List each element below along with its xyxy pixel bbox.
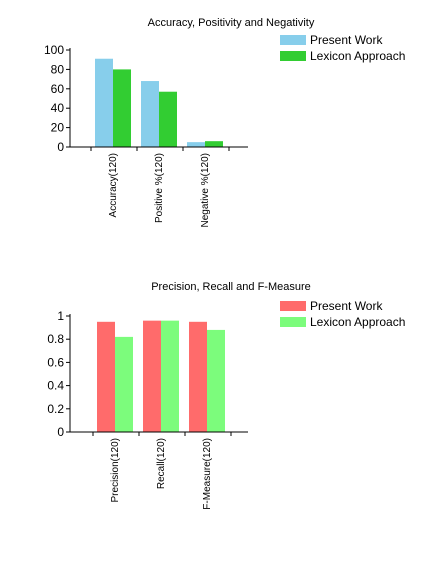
bar-lexicon-approach-3	[207, 329, 225, 432]
legend-swatch	[280, 317, 306, 327]
bar-present-work-2	[143, 320, 161, 432]
legend-label: Lexicon Approach	[310, 49, 405, 63]
y-tick-label: 0	[57, 140, 64, 154]
bar-present-work-3	[189, 321, 207, 432]
x-tick-label: Precision(120)	[110, 438, 121, 502]
y-tick-label: 60	[51, 82, 65, 96]
bar-present-work-1	[97, 321, 115, 432]
x-tick-label: F-Measure(120)	[202, 438, 213, 510]
bar-lexicon-approach-2	[161, 320, 179, 432]
legend-swatch	[280, 301, 306, 311]
y-tick-label: 40	[51, 101, 65, 115]
bar-lexicon-approach-1	[115, 336, 133, 432]
x-tick-label: Accuracy(120)	[108, 153, 119, 217]
y-tick-label: 0.6	[47, 355, 64, 369]
bar-lexicon-approach-1	[113, 69, 131, 147]
y-tick-label: 0.8	[47, 332, 64, 346]
y-tick-label: 1	[57, 309, 64, 323]
chart-title: Precision, Recall and F-Measure	[151, 281, 311, 293]
chart-1: Accuracy, Positivity and Negativity 0 20 40…	[44, 17, 405, 227]
bar-lexicon-approach-2	[159, 91, 177, 147]
legend-swatch	[280, 35, 306, 45]
y-tick-label: 0.4	[47, 379, 64, 393]
x-tick-label: Recall(120)	[156, 438, 167, 489]
bar-present-work-2	[141, 81, 159, 147]
y-tick-label: 0.2	[47, 402, 64, 416]
legend-label: Present Work	[310, 33, 383, 47]
x-tick-label: Positive %(120)	[154, 153, 165, 223]
bar-present-work-1	[95, 58, 113, 148]
x-tick-label: Negative %(120)	[200, 153, 211, 227]
chart-2: Precision, Recall and F-Measure 0 0.2 0.4 0.…	[47, 281, 405, 510]
y-tick-label: 100	[44, 43, 64, 57]
y-tick-label: 20	[51, 121, 65, 135]
y-tick-label: 0	[57, 425, 64, 439]
bar-lexicon-approach-3	[205, 141, 223, 147]
y-tick-label: 80	[51, 62, 65, 76]
legend-swatch	[280, 51, 306, 61]
legend-label: Present Work	[310, 299, 383, 313]
chart-title: Accuracy, Positivity and Negativity	[148, 17, 315, 29]
bar-present-work-3	[187, 142, 205, 147]
legend-label: Lexicon Approach	[310, 315, 405, 329]
